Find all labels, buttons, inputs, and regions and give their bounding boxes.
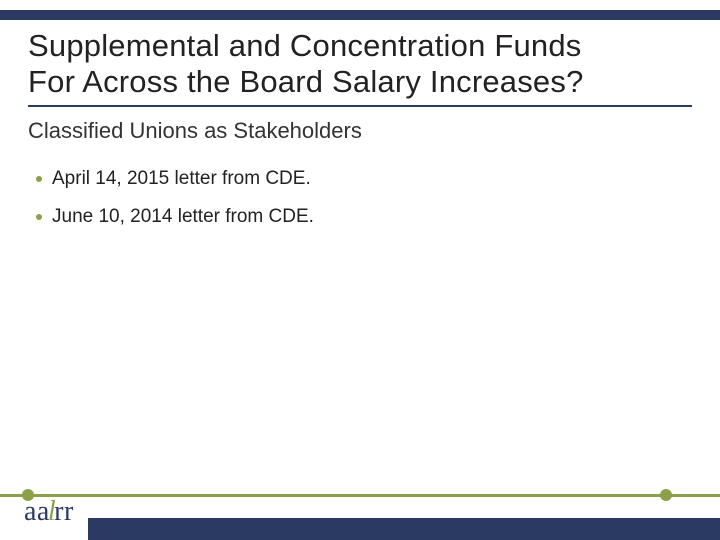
top-bar xyxy=(0,10,720,20)
logo-aa: aa xyxy=(24,496,50,527)
bullet-icon xyxy=(36,214,42,220)
bullet-text: April 14, 2015 letter from CDE. xyxy=(52,168,311,190)
title-block: Supplemental and Concentration Funds For… xyxy=(28,28,692,107)
bullet-icon xyxy=(36,176,42,182)
bullet-list: April 14, 2015 letter from CDE. June 10,… xyxy=(36,168,680,244)
title-underline xyxy=(28,105,692,107)
title-line-1: Supplemental and Concentration Funds xyxy=(28,28,582,63)
footer-line xyxy=(0,494,720,497)
logo: aalrr xyxy=(24,496,74,528)
slide-subtitle: Classified Unions as Stakeholders xyxy=(28,118,362,144)
title-line-2: For Across the Board Salary Increases? xyxy=(28,64,584,99)
footer-dot-right-icon xyxy=(660,489,672,501)
footer: aalrr xyxy=(0,494,720,540)
bullet-item: June 10, 2014 letter from CDE. xyxy=(36,206,680,228)
logo-rr: rr xyxy=(54,496,74,527)
bullet-text: June 10, 2014 letter from CDE. xyxy=(52,206,314,228)
bullet-item: April 14, 2015 letter from CDE. xyxy=(36,168,680,190)
slide-title: Supplemental and Concentration Funds For… xyxy=(28,28,692,99)
footer-band xyxy=(88,518,720,540)
slide: Supplemental and Concentration Funds For… xyxy=(0,0,720,540)
